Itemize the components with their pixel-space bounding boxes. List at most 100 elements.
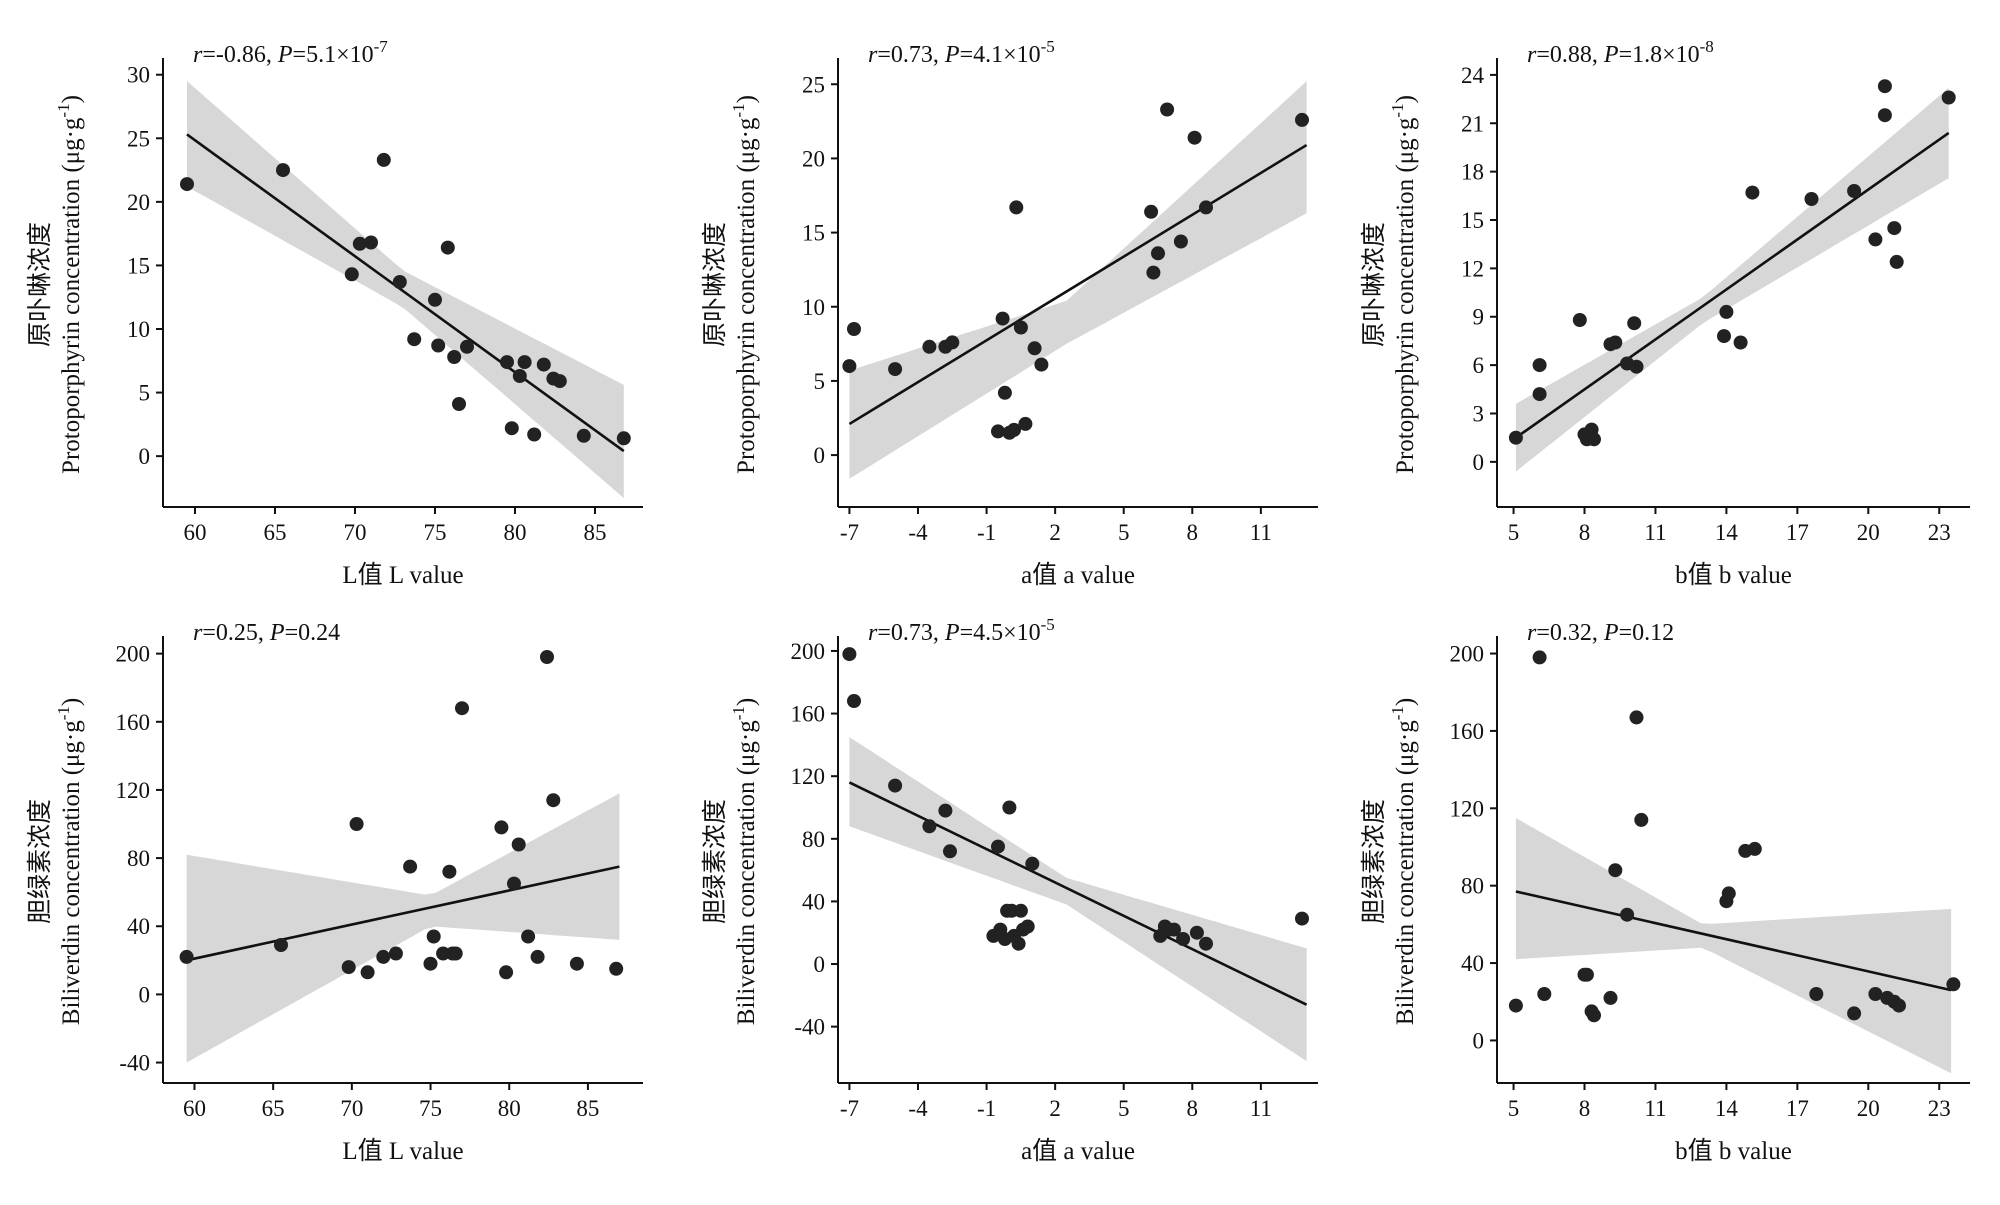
x-tick-label: 85 (584, 520, 607, 545)
y-axis-label-cn: 原卟啉浓度 (701, 222, 729, 347)
data-point (1877, 108, 1892, 123)
confidence-band (849, 737, 1307, 1062)
y-tick-label: 0 (814, 443, 826, 468)
data-point (536, 357, 551, 372)
data-point (1027, 341, 1042, 356)
y-tick-label: 30 (127, 63, 150, 88)
p-exponent: -5 (1041, 37, 1055, 56)
x-tick-label: 8 (1579, 1096, 1591, 1121)
stats-annotation: r=0.73, P=4.5×10-5 (868, 615, 1055, 646)
data-point (494, 820, 509, 835)
data-point (426, 929, 441, 944)
data-point (1508, 430, 1523, 445)
x-tick-label: 14 (1715, 520, 1739, 545)
y-label-close: ) (1392, 698, 1419, 706)
data-point (447, 350, 462, 364)
data-point (546, 793, 561, 808)
y-axis-label-cn: 胆绿素浓度 (26, 799, 54, 924)
data-point (1892, 998, 1906, 1013)
regression-line (1515, 131, 1950, 439)
y-tick-label: 21 (1461, 111, 1484, 136)
x-tick-label: 23 (1928, 520, 1951, 545)
p-exponent: -7 (374, 37, 389, 56)
x-tick-label: 5 (1508, 1096, 1520, 1121)
data-point (1629, 359, 1644, 374)
data-point (431, 338, 446, 353)
p-value: =1.8×10 (1619, 42, 1700, 68)
y-label-text: Protoporphyrin concentration (μg·g (58, 117, 85, 474)
data-point (1603, 990, 1618, 1005)
data-point (991, 424, 1005, 439)
p-symbol: P (1603, 42, 1619, 68)
y-tick-label: 120 (791, 764, 826, 789)
x-tick-label: 11 (1644, 1096, 1666, 1121)
data-point (1868, 232, 1883, 247)
x-tick-label: 5 (1508, 520, 1520, 545)
data-point (511, 837, 526, 852)
x-tick-label: 2 (1049, 520, 1061, 545)
data-point (341, 960, 356, 975)
data-point (1160, 102, 1175, 117)
data-point (376, 949, 391, 964)
panel-5: -7 -4 -1 2 5 8 11 -40 0 40 80 120 160 200 a值 a value 胆绿… (701, 615, 1318, 1165)
p-value: =4.5×10 (960, 620, 1041, 646)
data-point (1587, 432, 1601, 447)
data-point (527, 427, 542, 442)
data-point (1572, 313, 1587, 327)
data-point (455, 701, 469, 716)
y-tick-label: 160 (791, 702, 826, 727)
y-tick-label: 25 (802, 72, 825, 97)
data-point (442, 864, 457, 879)
y-axis-label-en: Biliverdin concentration (μg·g-1) (1388, 698, 1419, 1025)
data-point (1532, 387, 1547, 402)
data-point (1034, 357, 1049, 372)
p-symbol: P (269, 620, 285, 646)
y-tick-label: 24 (1461, 63, 1485, 88)
data-point (1020, 919, 1035, 934)
panel-3: 5 8 11 14 17 20 23 0 3 6 9 12 15 18 21 24 b值 b value 原卟啉浓… (1360, 37, 1970, 589)
p-symbol: P (944, 620, 960, 646)
y-tick-label: 9 (1473, 305, 1485, 330)
data-point (1007, 422, 1021, 437)
y-label-superscript: -1 (54, 103, 73, 117)
data-point (360, 965, 375, 980)
data-point (407, 332, 422, 347)
y-label-text: Biliverdin concentration (μg·g (733, 720, 760, 1025)
data-point (842, 647, 857, 662)
y-axis-label-cn: 原卟啉浓度 (26, 222, 54, 347)
y-label-close: ) (733, 698, 760, 706)
data-point (1889, 254, 1904, 269)
data-point (1887, 221, 1902, 236)
data-point (376, 152, 391, 167)
y-label-close: ) (733, 95, 760, 103)
x-tick-label: 80 (504, 520, 527, 545)
x-tick-label: 70 (344, 520, 367, 545)
data-point (569, 956, 584, 971)
y-label-text: Biliverdin concentration (μg·g (58, 720, 85, 1025)
x-tick-label: 75 (424, 520, 447, 545)
x-tick-label: 17 (1786, 520, 1809, 545)
data-point (847, 694, 861, 708)
data-point (888, 778, 903, 793)
data-point (1002, 800, 1017, 815)
data-point (1011, 936, 1026, 951)
p-value: =4.1×10 (960, 42, 1041, 68)
y-tick-label: 12 (1461, 256, 1484, 281)
y-label-superscript: -1 (729, 103, 748, 117)
y-label-text: Protoporphyrin concentration (μg·g (1392, 117, 1419, 474)
data-point (1013, 903, 1028, 918)
x-tick-label: 8 (1579, 520, 1591, 545)
y-tick-label: 160 (116, 710, 151, 735)
y-axis-label-cn: 原卟啉浓度 (1360, 222, 1388, 347)
y-tick-label: 10 (127, 317, 150, 342)
confidence-band (186, 793, 620, 1063)
x-tick-label: 23 (1928, 1096, 1951, 1121)
y-axis-label-en: Biliverdin concentration (μg·g-1) (729, 698, 760, 1025)
y-tick-label: 80 (802, 827, 825, 852)
data-point (180, 177, 194, 192)
data-point (530, 949, 545, 964)
data-point (1009, 200, 1024, 215)
data-point (1634, 812, 1649, 827)
y-tick-label: 15 (802, 221, 825, 246)
data-point (521, 929, 536, 944)
